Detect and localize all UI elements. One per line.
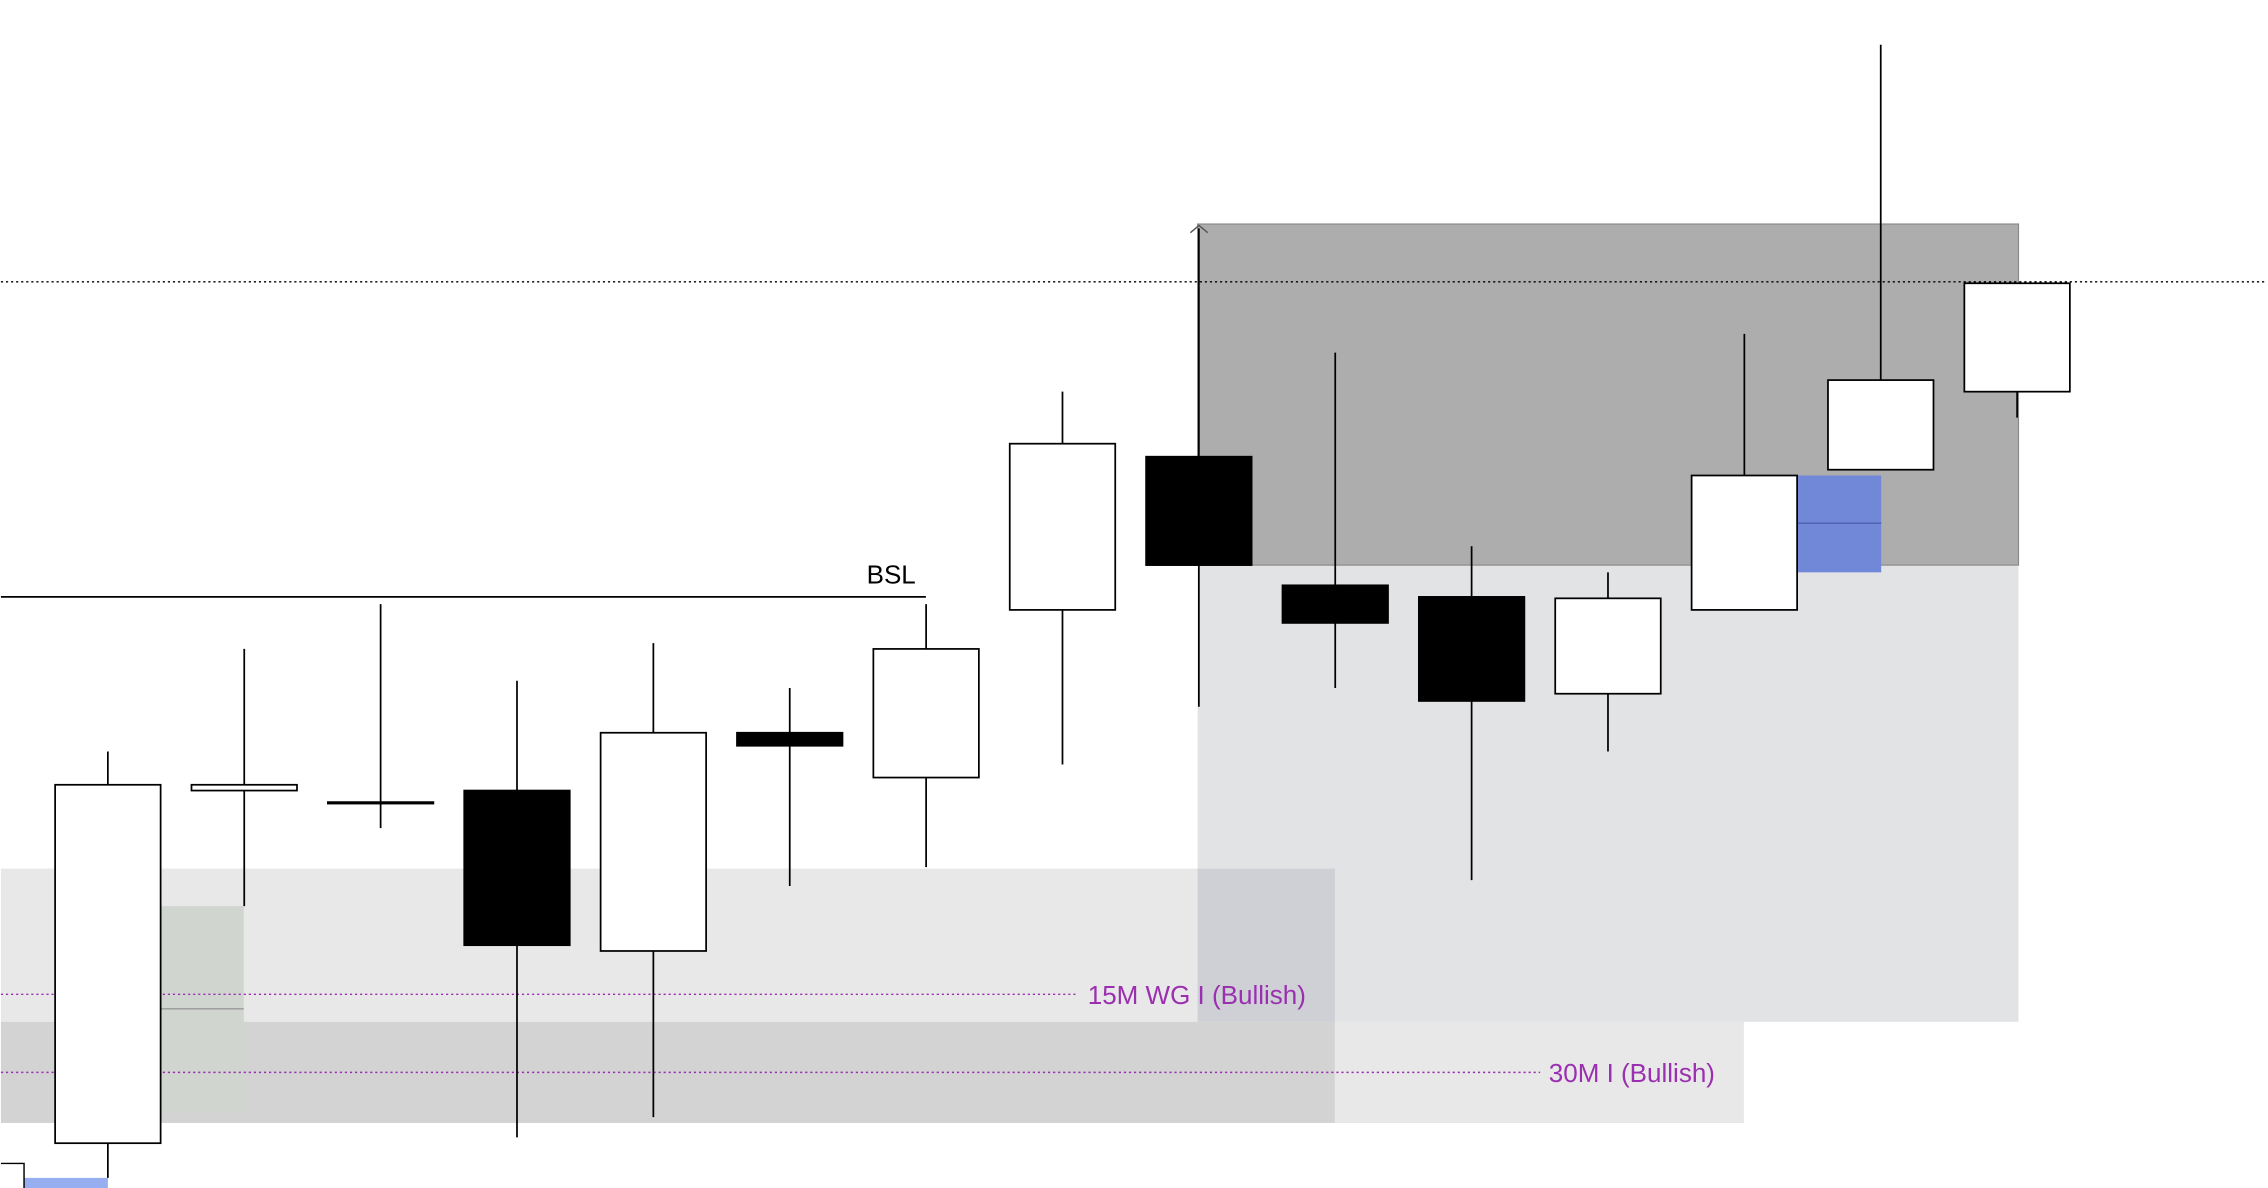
- zone: [1197, 868, 1335, 1022]
- candle-body: [736, 731, 844, 747]
- candle-body: [190, 783, 298, 792]
- annotation: 30M I (Bullish): [1549, 1058, 1715, 1088]
- arrow-head: [1189, 224, 1209, 234]
- candle-body: [1963, 282, 2071, 393]
- candle-body: [1145, 455, 1253, 566]
- candle-body: [1690, 474, 1798, 611]
- candle-body: [872, 648, 980, 779]
- candle-body: [599, 731, 707, 952]
- annotation: 15M WG I (Bullish): [1088, 980, 1306, 1010]
- candle-body: [463, 789, 571, 947]
- partial-candle: [0, 1162, 25, 1188]
- annotation: BSL: [867, 560, 916, 590]
- zone: [24, 1177, 108, 1188]
- candle-body: [1281, 584, 1389, 624]
- candle-body: [1554, 597, 1662, 695]
- candle-body: [326, 801, 435, 805]
- candle-body: [1417, 596, 1526, 702]
- candle-body: [1827, 379, 1935, 471]
- candle-body: [1008, 442, 1117, 611]
- candle-body: [54, 783, 162, 1145]
